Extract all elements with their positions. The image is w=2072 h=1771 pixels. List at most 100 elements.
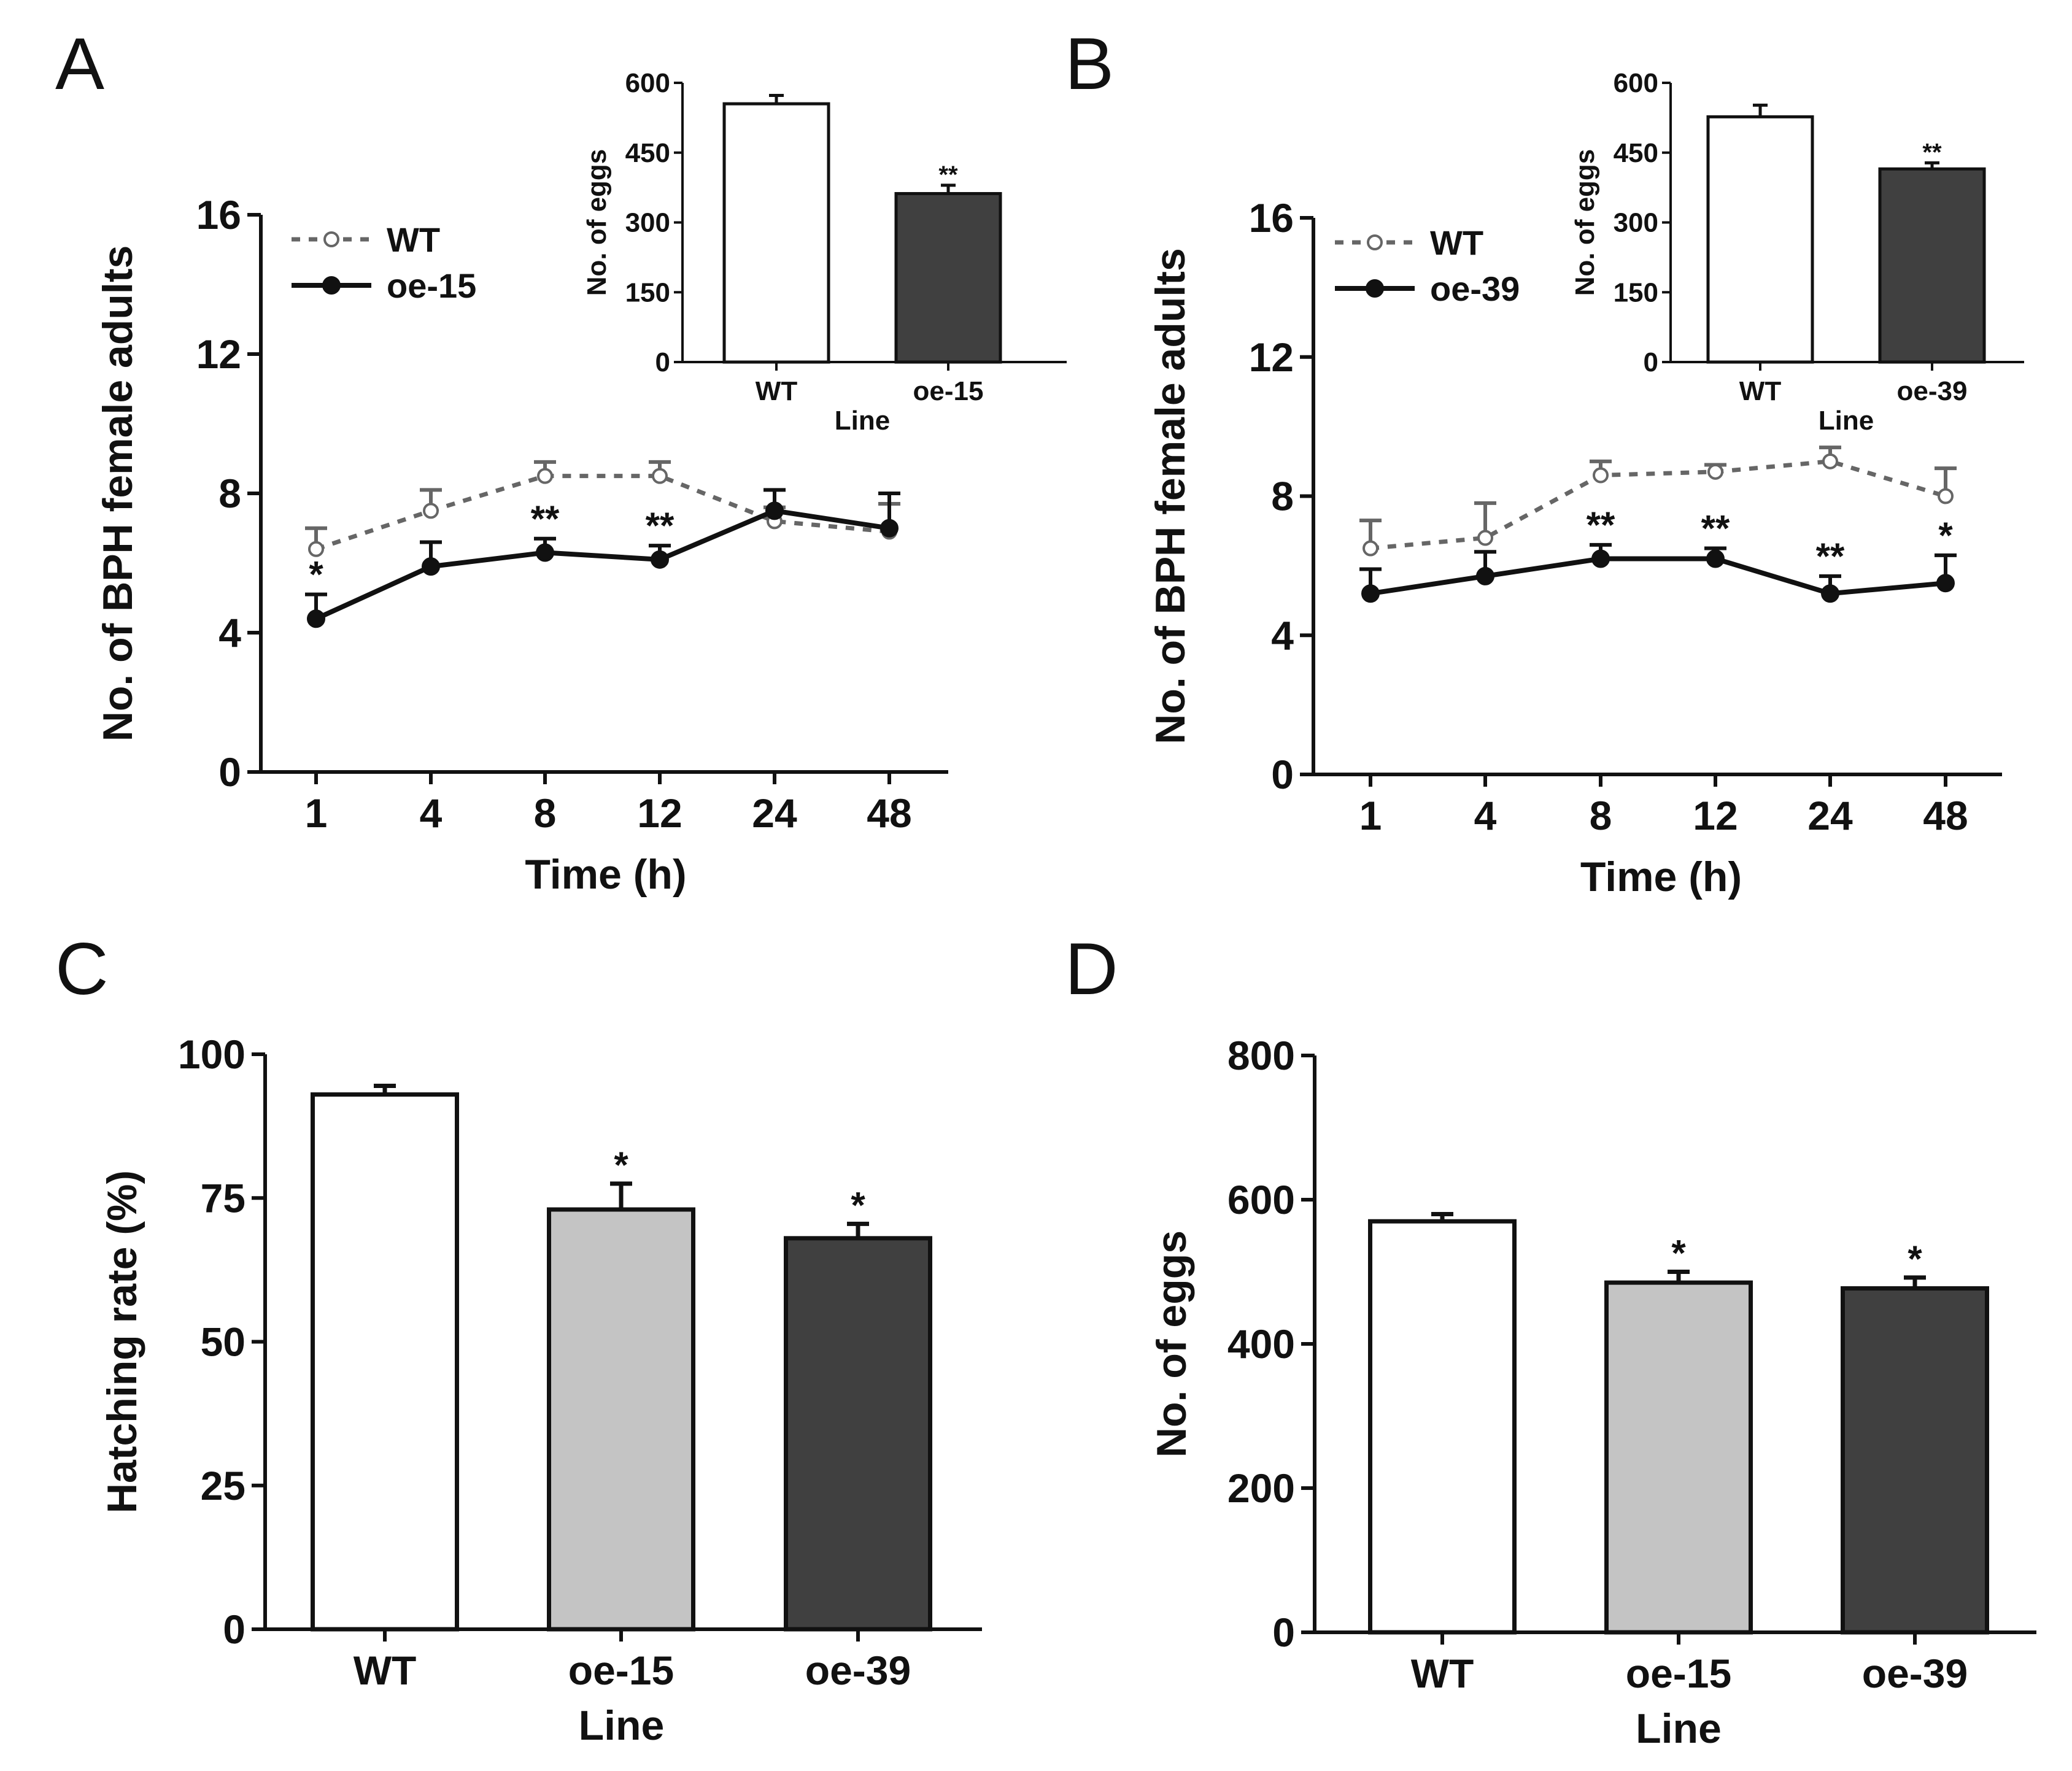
- y-tick-label: 12: [1249, 334, 1294, 380]
- x-tick-label: 48: [1923, 793, 1968, 838]
- y-tick-label: 300: [1614, 208, 1658, 238]
- bar-chart-C: 0 25 50 75 100 Hatching rate (%) WT oe-15 * oe-39…: [99, 1032, 982, 1749]
- x-tick-label: 24: [1807, 793, 1853, 838]
- y-tick-label: 50: [201, 1319, 245, 1365]
- data-point-oe-15: [880, 519, 899, 538]
- x-tick-label: 8: [534, 790, 557, 836]
- legend-marker: [1366, 279, 1384, 298]
- x-tick-label: oe-15: [913, 376, 984, 406]
- x-tick-label: oe-39: [805, 1648, 911, 1693]
- y-tick-label: 150: [1614, 277, 1658, 307]
- data-point-WT: [1477, 530, 1493, 546]
- bar-WT: [1706, 115, 1814, 364]
- data-point-oe-39: [1361, 584, 1380, 603]
- y-tick-label: 16: [1249, 195, 1294, 241]
- data-point-oe-15: [651, 550, 669, 569]
- y-axis-title: Hatching rate (%): [99, 1170, 145, 1513]
- significance-marker: *: [851, 1184, 865, 1225]
- significance-marker: **: [938, 161, 958, 188]
- y-tick-label: 800: [1227, 1033, 1295, 1078]
- y-tick-label: 600: [1614, 68, 1658, 98]
- x-axis-title: Line: [835, 406, 890, 436]
- data-point-oe-15: [307, 609, 325, 628]
- series-line-WT: [1370, 459, 1947, 551]
- x-axis-title: Line: [1819, 406, 1874, 436]
- y-tick-label: 450: [1614, 138, 1658, 168]
- data-point-oe-39: [1821, 584, 1839, 603]
- data-point-WT: [1822, 453, 1838, 469]
- significance-marker: **: [1816, 536, 1845, 577]
- y-axis-title: No. of BPH female adults: [1147, 248, 1194, 744]
- data-point-WT: [1593, 467, 1609, 484]
- legend-marker: [323, 231, 339, 247]
- y-tick-label: 4: [1271, 612, 1294, 658]
- significance-marker: *: [1938, 515, 1953, 556]
- data-point-WT: [308, 541, 324, 557]
- y-tick-label: 0: [218, 749, 241, 795]
- x-tick-label: 12: [637, 790, 682, 836]
- y-tick-label: 75: [201, 1175, 245, 1221]
- x-tick-label: 8: [1590, 793, 1612, 838]
- x-tick-label: 4: [1474, 793, 1497, 838]
- bar-oe-15: [1604, 1280, 1753, 1635]
- x-tick-label: WT: [1739, 376, 1782, 406]
- y-tick-label: 0: [223, 1607, 245, 1652]
- series-line-WT: [315, 474, 890, 552]
- y-tick-label: 0: [1272, 1610, 1295, 1655]
- significance-marker: **: [531, 498, 560, 539]
- y-tick-label: 400: [1227, 1321, 1295, 1367]
- significance-marker: *: [1671, 1233, 1686, 1274]
- data-point-oe-39: [1706, 549, 1725, 568]
- legend-label: WT: [387, 220, 440, 259]
- x-tick-label: 48: [867, 790, 911, 836]
- y-tick-label: 0: [1271, 752, 1294, 797]
- bar-oe-39: [1841, 1286, 1989, 1635]
- y-axis-title: No. of eggs: [1148, 1230, 1195, 1457]
- bar-oe-39: [784, 1236, 932, 1632]
- y-axis-title: No. of eggs: [582, 149, 612, 296]
- y-tick-label: 25: [201, 1463, 245, 1508]
- x-axis-title: Time (h): [1580, 854, 1742, 900]
- bar-oe-39: [1878, 167, 1986, 364]
- significance-marker: **: [1701, 508, 1730, 549]
- data-point-oe-39: [1936, 574, 1955, 593]
- panel-label-D: D: [1065, 928, 1118, 1010]
- legend: WT oe-39: [1335, 223, 1520, 308]
- series-line-oe-15: [315, 508, 890, 621]
- significance-marker: **: [646, 505, 675, 546]
- bar-WT: [722, 102, 830, 364]
- bar-oe-15: [547, 1207, 695, 1632]
- legend-marker: [1367, 234, 1383, 250]
- y-tick-label: 600: [625, 68, 670, 98]
- bar-WT: [1368, 1219, 1517, 1635]
- data-point-oe-15: [422, 557, 440, 576]
- data-point-WT: [1363, 540, 1378, 557]
- y-tick-label: 600: [1227, 1177, 1295, 1222]
- y-tick-label: 12: [196, 331, 241, 377]
- legend-label: oe-39: [1430, 269, 1520, 308]
- x-tick-label: WT: [756, 376, 798, 406]
- data-point-WT: [423, 503, 439, 519]
- x-tick-label: 1: [1359, 793, 1382, 838]
- bar-WT: [311, 1092, 459, 1632]
- data-point-WT: [652, 468, 668, 484]
- data-point-WT: [537, 468, 553, 484]
- significance-marker: **: [1922, 139, 1942, 166]
- series-line-oe-39: [1370, 556, 1946, 596]
- bar-chart-B-inset: 0 150 300 450 600 No. of eggs WT oe-39 ** Line: [1570, 68, 2024, 436]
- x-tick-label: 4: [420, 790, 443, 836]
- legend-label: oe-15: [387, 266, 476, 305]
- data-point-oe-15: [536, 543, 554, 562]
- y-tick-label: 8: [218, 471, 241, 516]
- y-tick-label: 100: [178, 1032, 245, 1077]
- legend-label: WT: [1430, 223, 1483, 262]
- panel-label-A: A: [55, 23, 104, 105]
- significance-marker: *: [309, 554, 323, 595]
- data-point-oe-15: [765, 501, 784, 520]
- y-axis-title: No. of BPH female adults: [95, 245, 141, 742]
- y-tick-label: 200: [1227, 1465, 1295, 1511]
- x-tick-label: oe-39: [1897, 376, 1968, 406]
- y-tick-label: 16: [196, 192, 241, 237]
